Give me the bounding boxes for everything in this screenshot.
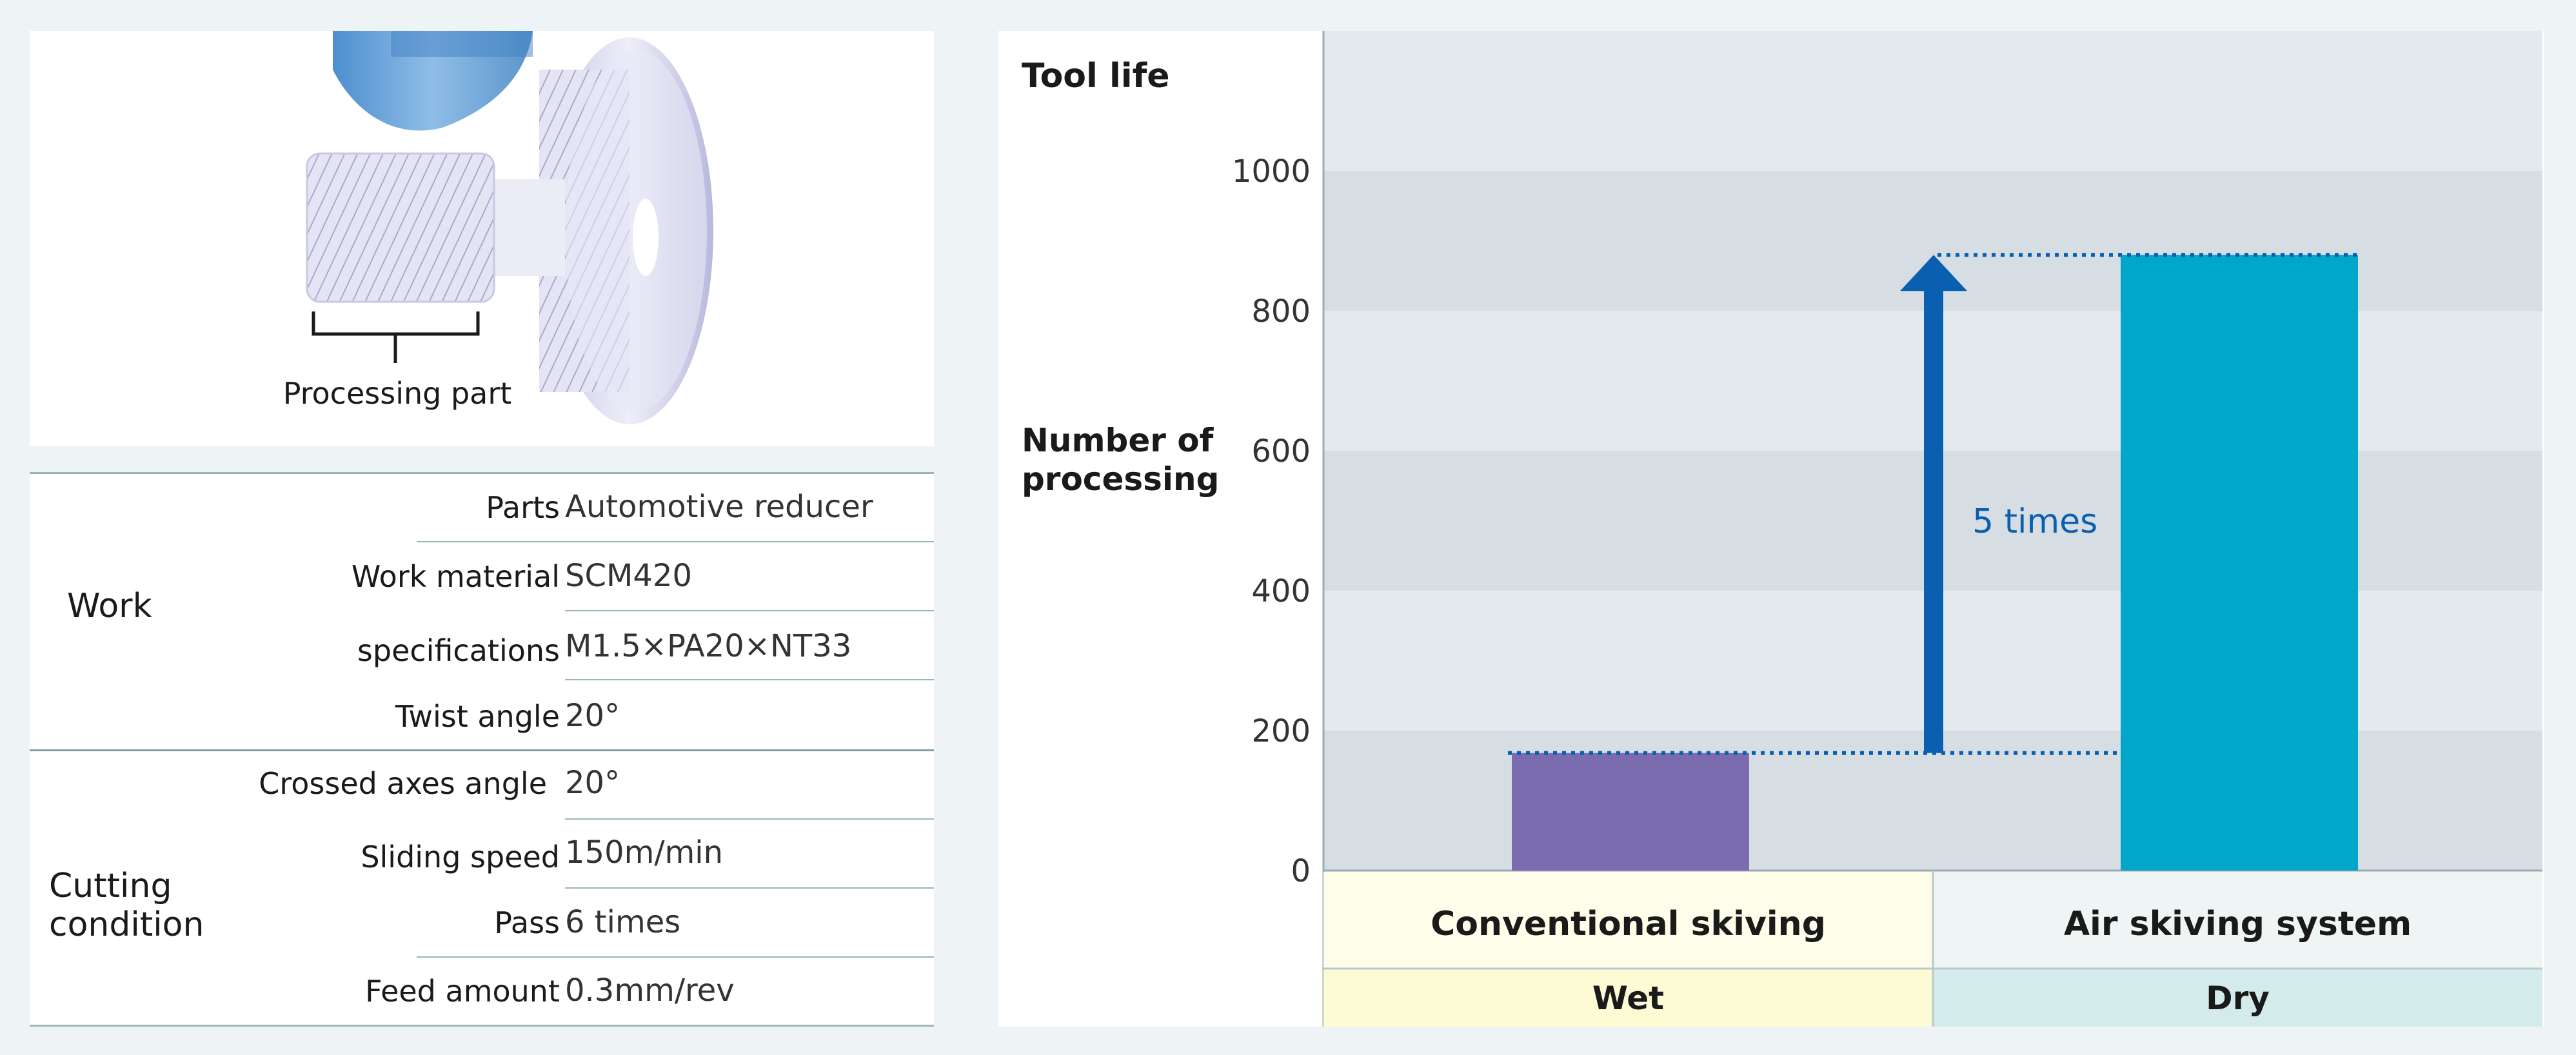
chart-title: Tool life (1022, 57, 1170, 95)
background-band (1323, 31, 2542, 171)
row-label-crossed-axes-angle: Crossed axes angle (259, 766, 547, 801)
category-label: Conventional skiving (1431, 905, 1826, 943)
y-tick-label: 200 (1251, 713, 1311, 749)
bar-conventional-skiving (1512, 753, 1749, 871)
bar-air-skiving-system (2121, 255, 2358, 871)
y-tick-label: 1000 (1232, 153, 1311, 190)
table-top-border (30, 472, 934, 474)
table-bottom-border (30, 1025, 934, 1027)
category-cell-air (1933, 872, 2542, 969)
processing-part-label: Processing part (282, 376, 512, 411)
y-tick-label: 600 (1251, 433, 1311, 469)
sub-category-cell-wet (1323, 969, 1933, 1027)
row-label-twist-angle: Twist angle (395, 699, 560, 734)
y-tick-label: 800 (1251, 293, 1311, 330)
spec-table: Work Cutting condition Parts Automotive … (30, 472, 934, 1027)
y-axis-label: Number of processing (1022, 422, 1220, 498)
row-label-specifications: specifications (357, 633, 560, 668)
row-value-sliding-speed: 150m/min (565, 834, 724, 871)
group-divider (30, 749, 934, 751)
gear-illustration-panel: Processing part (30, 31, 934, 446)
gear-illustration (306, 31, 713, 424)
row-label-feed-amount: Feed amount (365, 974, 560, 1009)
y-tick-label: 400 (1251, 573, 1311, 609)
improvement-arrow-shaft (1924, 287, 1943, 753)
row-value-feed-amount: 0.3mm/rev (565, 972, 735, 1009)
row-value-work-material: SCM420 (565, 558, 693, 594)
row-value-specifications: M1.5×PA20×NT33 (565, 628, 852, 664)
tool-life-chart: 0 200 400 600 800 1000 5 times Conventional ski… (1232, 31, 2542, 1027)
row-value-twist-angle: 20° (565, 698, 620, 734)
row-label-work-material: Work material (351, 559, 560, 594)
group-label-work: Work (67, 587, 152, 626)
row-value-crossed-axes-angle: 20° (565, 765, 620, 801)
row-label-pass: Pass (494, 905, 560, 940)
sub-category-label: Dry (2206, 980, 2270, 1017)
processing-part-gear-icon (307, 153, 494, 302)
annotation-5-times: 5 times (1972, 502, 2097, 541)
row-label-sliding-speed: Sliding speed (361, 840, 560, 874)
y-tick-label: 0 (1291, 853, 1311, 889)
category-label: Air skiving system (2064, 905, 2412, 943)
improvement-arrow-head (1900, 255, 1967, 291)
tool-life-chart-panel: Tool life Number of processing 0 200 400 60… (998, 31, 2544, 1027)
group-label-cutting-condition: Cutting condition (49, 867, 204, 944)
processing-part-bracket (312, 311, 480, 336)
row-value-pass: 6 times (565, 904, 681, 940)
sub-category-cell-dry (1933, 969, 2542, 1027)
sub-category-label: Wet (1592, 980, 1664, 1017)
row-value-parts: Automotive reducer (565, 489, 873, 525)
row-label-parts: Parts (486, 490, 560, 525)
category-cell-conventional (1323, 872, 1933, 969)
